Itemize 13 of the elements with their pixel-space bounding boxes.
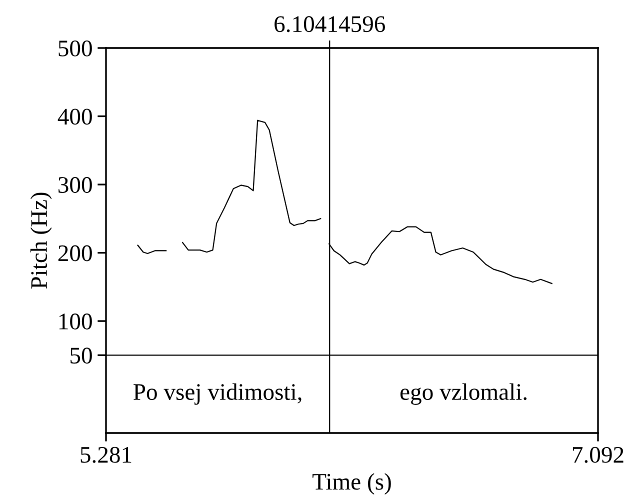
ref-line-label: 6.10414596	[274, 16, 385, 32]
x-tick-label: 5.281	[80, 446, 132, 463]
y-tick-label: 300	[58, 177, 92, 193]
y-tick-label: 400	[58, 108, 92, 125]
y-tick-label: 500	[58, 40, 92, 56]
y-tick-label: 50	[70, 348, 92, 364]
annotation: ego vzlomali.	[400, 383, 527, 405]
y-tick-label: 100	[59, 314, 92, 330]
annotation: Po vsej vidimosti,	[134, 383, 302, 405]
x-axis-title: Time (s)	[312, 473, 391, 495]
y-axis-title: Pitch (Hz)	[30, 192, 52, 289]
y-tick-label: 200	[58, 245, 92, 262]
x-tick-label: 7.092	[572, 446, 624, 463]
